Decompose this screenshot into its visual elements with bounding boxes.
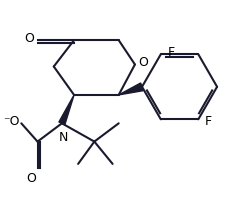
Text: F: F: [167, 46, 175, 59]
Text: F: F: [205, 115, 212, 128]
Text: O: O: [24, 32, 34, 45]
Text: O: O: [27, 171, 36, 185]
Polygon shape: [119, 83, 143, 95]
Text: O: O: [138, 56, 148, 69]
Text: N: N: [59, 132, 69, 144]
Polygon shape: [59, 95, 74, 125]
Text: ⁻O: ⁻O: [3, 115, 19, 128]
